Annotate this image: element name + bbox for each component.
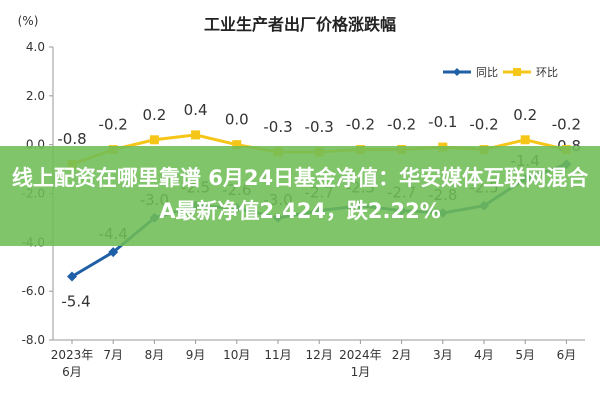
y-tick-label: 4.0: [26, 40, 45, 54]
data-label-mom: -0.2: [346, 116, 375, 134]
y-tick-label: -6.0: [22, 284, 45, 298]
legend-label-yoy: 同比: [476, 66, 498, 79]
x-tick-label: 7月: [103, 348, 123, 362]
x-tick-label: 3月: [433, 348, 453, 362]
legend-marker-mom: [513, 68, 521, 76]
x-tick-label: 9月: [186, 348, 206, 362]
chart-title: 工业生产者出厂价格涨跌幅: [204, 15, 396, 34]
data-label-mom: -0.1: [428, 113, 457, 131]
x-tick-label: 10月: [223, 348, 250, 362]
data-label-mom: -0.3: [305, 118, 334, 136]
data-point-mom: [232, 140, 242, 150]
x-tick-label: 4月: [474, 348, 494, 362]
y-unit-label: (%): [18, 14, 39, 28]
news-banner-text[interactable]: 线上配资在哪里靠谱 6月24日基金净值：华安媒体互联网混合A最新净值2.424，…: [11, 166, 589, 223]
data-label-mom: -0.2: [469, 116, 498, 134]
data-label-mom: -0.2: [552, 116, 581, 134]
data-point-mom: [520, 135, 530, 145]
legend-marker-yoy: [453, 68, 461, 76]
x-tick-label: 2024年 1月: [339, 348, 382, 379]
y-tick-label: -8.0: [22, 333, 45, 347]
news-banner[interactable]: 线上配资在哪里靠谱 6月24日基金净值：华安媒体互联网混合A最新净值2.424，…: [0, 146, 600, 246]
x-tick-label: 5月: [515, 348, 535, 362]
data-label-mom: 0.2: [513, 106, 537, 124]
legend-label-mom: 环比: [536, 66, 558, 79]
data-point-mom: [149, 135, 159, 145]
y-tick-label: 2.0: [26, 89, 45, 103]
x-tick-label: 11月: [264, 348, 291, 362]
x-tick-label: 6月: [557, 348, 577, 362]
data-label-mom: 0.4: [184, 101, 208, 119]
x-tick-label: 2023年 6月: [51, 348, 94, 379]
x-tick-label: 8月: [145, 348, 165, 362]
data-point-yoy: [108, 247, 119, 258]
data-label-mom: -0.2: [387, 116, 416, 134]
data-label-mom: -0.2: [99, 116, 128, 134]
data-point-mom: [191, 130, 201, 140]
data-label-mom: -0.3: [263, 118, 292, 136]
data-point-yoy: [67, 271, 77, 282]
data-label-mom: -0.8: [57, 130, 86, 148]
x-tick-label: 2月: [392, 348, 412, 362]
x-tick-label: 12月: [306, 348, 333, 362]
data-label-mom: 0.2: [142, 106, 166, 124]
data-label-yoy: -5.4: [61, 293, 90, 311]
data-label-mom: 0.0: [225, 111, 249, 129]
